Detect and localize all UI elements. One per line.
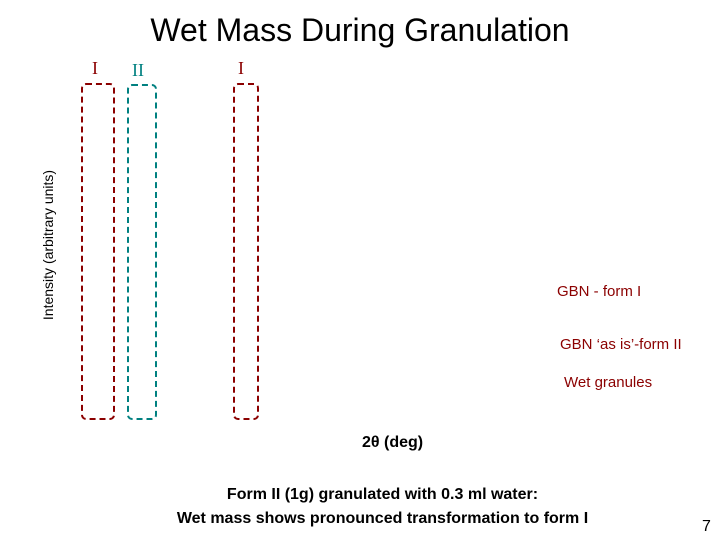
series-label-form-ii: GBN ‘as is’-form II (560, 336, 682, 353)
band-label-form-i-2: I (238, 58, 244, 78)
band-label-form-i-1: I (92, 58, 98, 78)
series-label-form-i: GBN - form I (557, 283, 642, 300)
highlight-band-form-i-2 (233, 83, 259, 420)
x-axis-label: 2θ (deg) (362, 434, 424, 451)
series-label-wet-granules: Wet granules (564, 374, 653, 391)
highlight-band-form-ii (127, 84, 157, 420)
y-axis-label: Intensity (arbitrary units) (40, 169, 56, 321)
band-label-form-ii: II (132, 60, 144, 80)
caption-line-2: Wet mass shows pronounced transformation… (176, 510, 589, 527)
slide-title: Wet Mass During Granulation (150, 12, 570, 48)
caption-line-1: Form II (1g) granulated with 0.3 ml wate… (226, 486, 539, 503)
slide-number: 7 (702, 518, 711, 535)
highlight-band-form-i-1 (81, 83, 115, 420)
